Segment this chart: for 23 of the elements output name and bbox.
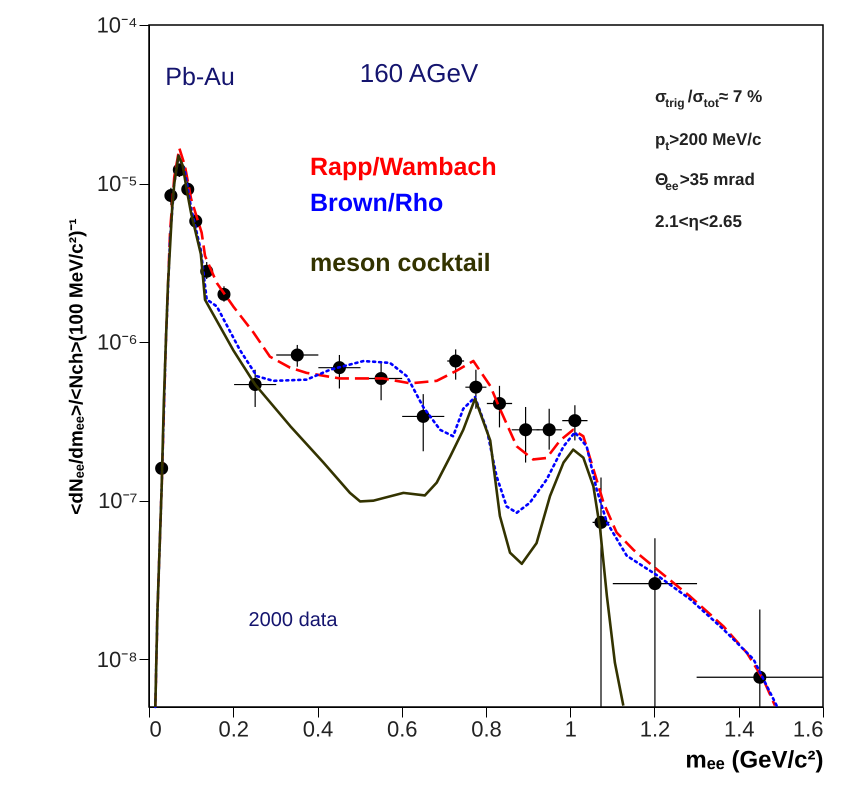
y-tick-label: 10⁻⁵ xyxy=(96,171,138,196)
y-tick-label: 10⁻⁶ xyxy=(96,330,138,355)
annotation: Pb-Au xyxy=(165,63,235,91)
annotation: 160 AGeV xyxy=(360,58,479,88)
x-tick-label: 1.4 xyxy=(724,716,755,742)
x-tick-label: 0.6 xyxy=(386,716,418,742)
y-tick-label: 10⁻⁷ xyxy=(98,488,138,514)
x-tick-label: 0 xyxy=(150,716,162,742)
x-tick-label: 1.2 xyxy=(640,716,670,742)
annotation: 2000 data xyxy=(248,609,338,631)
annotation: 2.1<η<2.65 xyxy=(655,212,742,231)
x-tick-label: 1 xyxy=(564,716,577,742)
x-tick-label: 1.6 xyxy=(792,716,824,742)
x-axis-title: mₑₑ (GeV/c²) xyxy=(685,746,824,774)
y-axis-title: <dNₑₑ/dmₑₑ>/<Nch>(100 MeV/c²)⁻¹ xyxy=(66,218,88,515)
x-tick-label: 0.8 xyxy=(471,716,502,742)
text: Rapp/Wambach xyxy=(310,153,497,181)
x-tick-label: 0.4 xyxy=(302,716,334,742)
y-tick-label: 10⁻⁸ xyxy=(96,646,138,672)
text: meson cocktail xyxy=(310,249,491,277)
x-tick-label: 0.2 xyxy=(218,716,250,742)
text: Brown/Rho xyxy=(310,189,444,217)
y-tick-label: 10⁻⁴ xyxy=(96,12,138,38)
